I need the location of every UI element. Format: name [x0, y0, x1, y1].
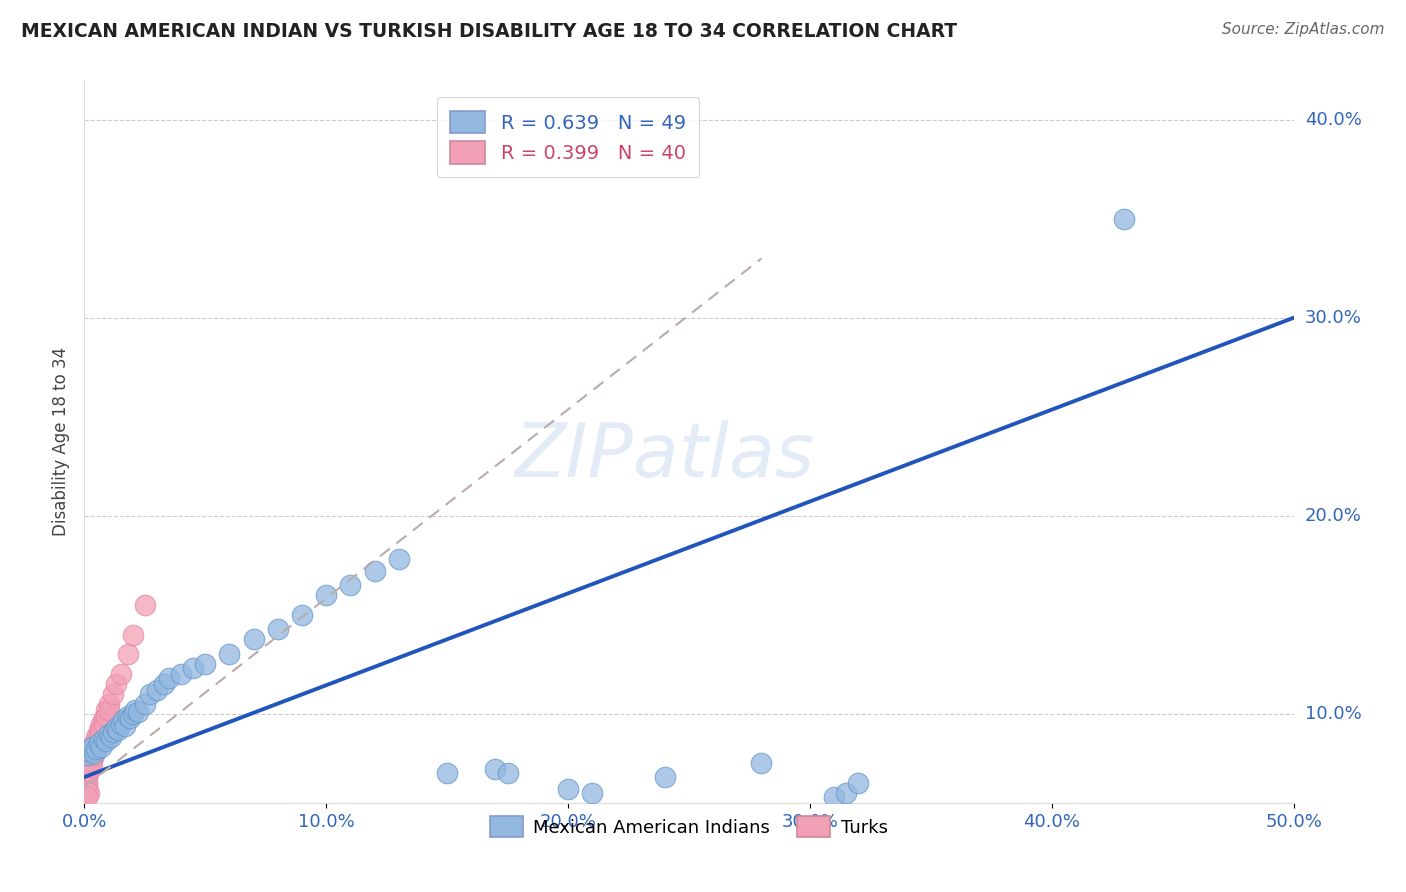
Point [112, 713, 135, 727]
Point [83, 748, 105, 763]
Point [114, 718, 136, 732]
Point [138, 687, 160, 701]
Point [77, 752, 100, 766]
Point [76, 784, 98, 798]
Point [87, 723, 110, 737]
Point [77, 764, 100, 778]
Text: Source: ZipAtlas.com: Source: ZipAtlas.com [1222, 22, 1385, 37]
Point [110, 716, 132, 731]
Point [83, 747, 105, 761]
Point [86, 736, 108, 750]
Point [134, 697, 156, 711]
Point [170, 667, 193, 681]
Point [107, 723, 129, 737]
Point [80, 760, 103, 774]
Point [97, 726, 120, 740]
Point [146, 683, 169, 698]
Point [90, 740, 112, 755]
Point [80, 754, 103, 768]
Point [363, 564, 385, 578]
Point [76, 766, 98, 780]
Point [76, 776, 98, 790]
Point [77, 747, 100, 761]
Point [104, 721, 127, 735]
Text: MEXICAN AMERICAN INDIAN VS TURKISH DISABILITY AGE 18 TO 34 CORRELATION CHART: MEXICAN AMERICAN INDIAN VS TURKISH DISAB… [21, 22, 957, 41]
Point [83, 736, 105, 750]
Point [93, 711, 115, 725]
Text: 40.0%: 40.0% [1305, 111, 1361, 128]
Point [218, 648, 240, 662]
Text: 10.0%: 10.0% [1305, 705, 1361, 723]
Point [76, 780, 98, 794]
Point [242, 632, 264, 646]
Point [86, 742, 108, 756]
Point [80, 740, 103, 755]
Y-axis label: Disability Age 18 to 34: Disability Age 18 to 34 [52, 347, 70, 536]
Point [94, 708, 117, 723]
Point [103, 687, 125, 701]
Point [76, 789, 98, 804]
Point [110, 667, 132, 681]
Point [103, 724, 125, 739]
Point [90, 723, 112, 737]
Point [104, 677, 127, 691]
Point [127, 705, 149, 719]
Point [94, 734, 117, 748]
Point [153, 677, 176, 691]
Text: 20.0%: 20.0% [1305, 507, 1361, 524]
Point [194, 657, 217, 672]
Point [77, 786, 100, 800]
Point [93, 716, 115, 731]
Point [751, 756, 773, 771]
Point [315, 588, 337, 602]
Point [86, 731, 108, 745]
Point [121, 706, 143, 721]
Point [339, 578, 361, 592]
Point [581, 786, 603, 800]
Point [484, 762, 506, 776]
Point [77, 758, 100, 772]
Point [94, 703, 117, 717]
Point [120, 711, 142, 725]
Point [76, 750, 98, 764]
Point [97, 703, 120, 717]
Point [76, 772, 98, 786]
Point [134, 598, 156, 612]
Point [557, 781, 579, 796]
Legend: Mexican American Indians, Turks: Mexican American Indians, Turks [482, 809, 896, 845]
Point [80, 748, 103, 763]
Point [83, 742, 105, 756]
Point [846, 776, 869, 790]
Point [823, 789, 845, 804]
Point [77, 744, 100, 758]
Point [76, 760, 98, 774]
Point [181, 661, 204, 675]
Point [100, 731, 122, 745]
Point [1114, 211, 1136, 226]
Point [97, 697, 120, 711]
Point [86, 742, 108, 756]
Point [835, 786, 858, 800]
Point [76, 756, 98, 771]
Point [267, 622, 290, 636]
Point [388, 552, 411, 566]
Point [436, 766, 458, 780]
Point [117, 648, 139, 662]
Point [496, 766, 519, 780]
Point [291, 607, 314, 622]
Point [87, 736, 110, 750]
Text: 30.0%: 30.0% [1305, 309, 1361, 326]
Point [117, 708, 139, 723]
Point [157, 671, 180, 685]
Point [654, 770, 676, 784]
Point [76, 748, 98, 763]
Point [124, 703, 146, 717]
Point [90, 716, 112, 731]
Text: ZIPatlas: ZIPatlas [515, 420, 815, 492]
Point [80, 742, 103, 756]
Point [87, 729, 110, 743]
Point [121, 627, 143, 641]
Point [93, 732, 115, 747]
